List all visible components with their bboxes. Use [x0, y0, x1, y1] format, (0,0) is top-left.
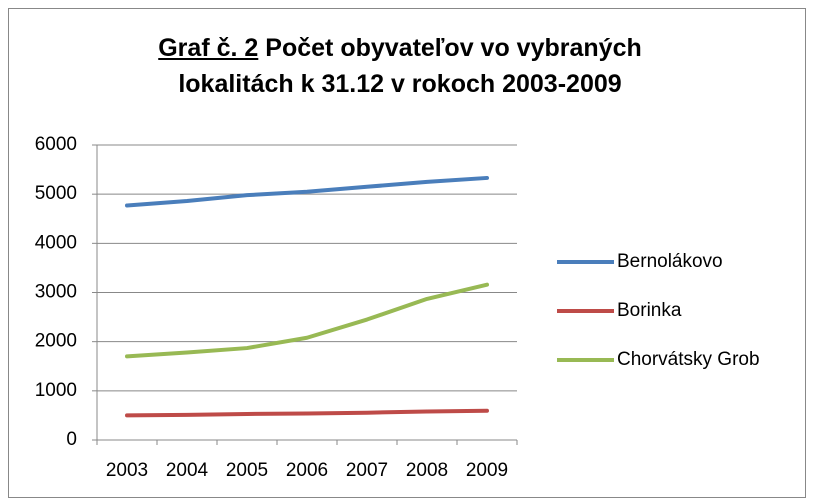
y-tick-label: 6000 [35, 134, 77, 155]
x-tick-label: 2007 [346, 460, 388, 481]
y-tick-label: 3000 [35, 282, 77, 303]
y-tick-label: 4000 [35, 232, 77, 253]
y-tick-label: 1000 [35, 380, 77, 401]
x-tick-label: 2008 [406, 460, 448, 481]
x-tick-label: 2003 [106, 460, 148, 481]
title-label: Graf č. 2 [158, 34, 259, 62]
legend-label: Bernolákovo [617, 251, 723, 272]
legend-label: Chorvátsky Grob [617, 349, 760, 370]
legend-label: Borinka [617, 300, 682, 321]
series-line [125, 408, 489, 418]
x-tick-label: 2005 [226, 460, 268, 481]
y-tick-label: 5000 [35, 183, 77, 204]
series-line [125, 282, 489, 359]
y-tick-label: 0 [66, 429, 77, 450]
title-text: Počet obyvateľov vo vybraných lokalitách… [178, 34, 642, 98]
x-tick-label: 2006 [286, 460, 328, 481]
chart-title: Graf č. 2 Počet obyvateľov vo vybraných l… [120, 30, 680, 102]
x-tick-label: 2009 [466, 460, 508, 481]
chart-frame [8, 8, 806, 498]
x-tick-label: 2004 [166, 460, 209, 481]
y-tick-label: 2000 [35, 331, 77, 352]
series-line [125, 175, 489, 208]
